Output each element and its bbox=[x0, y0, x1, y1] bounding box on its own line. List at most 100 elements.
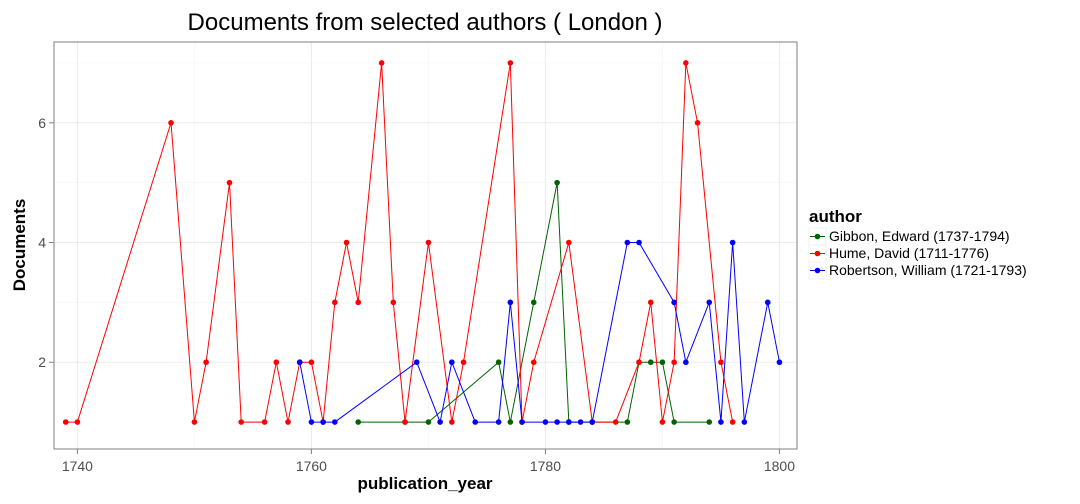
data-point bbox=[449, 359, 455, 366]
data-point bbox=[355, 419, 362, 425]
data-point bbox=[460, 359, 467, 366]
panel-border bbox=[53, 41, 798, 450]
data-point bbox=[729, 239, 736, 246]
series-line bbox=[65, 62, 734, 423]
data-point bbox=[495, 359, 502, 366]
legend-key-point bbox=[814, 233, 821, 240]
data-point bbox=[507, 419, 514, 425]
data-point bbox=[659, 359, 666, 366]
data-point bbox=[671, 359, 677, 366]
data-point bbox=[683, 60, 689, 66]
x-tick-label: 1780 bbox=[530, 458, 561, 474]
data-point bbox=[226, 179, 233, 186]
data-point bbox=[413, 359, 420, 366]
data-point bbox=[285, 419, 291, 425]
data-point bbox=[671, 419, 677, 425]
y-axis-title: Documents bbox=[10, 199, 29, 292]
data-point bbox=[718, 359, 724, 366]
data-point bbox=[624, 239, 631, 246]
panel-background bbox=[54, 42, 797, 449]
legend-item-0: Gibbon, Edward (1737-1794) bbox=[808, 227, 1010, 246]
legend-key-point bbox=[814, 250, 821, 257]
legend-label: Robertson, William (1721-1793) bbox=[829, 262, 1027, 278]
data-point bbox=[378, 60, 385, 66]
data-point bbox=[706, 419, 713, 425]
data-point bbox=[636, 239, 642, 246]
data-point bbox=[449, 419, 455, 425]
data-point bbox=[776, 359, 783, 366]
legend-item-1: Hume, David (1711-1776) bbox=[808, 244, 989, 263]
data-point bbox=[425, 239, 432, 246]
data-point bbox=[764, 299, 771, 306]
x-tick-label: 1800 bbox=[764, 458, 795, 474]
legend-title: author bbox=[809, 207, 862, 226]
series-layer bbox=[62, 60, 783, 425]
data-point bbox=[495, 419, 502, 425]
data-point bbox=[554, 179, 560, 186]
data-point bbox=[566, 239, 572, 246]
data-point bbox=[402, 419, 408, 425]
data-point bbox=[332, 419, 338, 425]
data-point bbox=[659, 419, 666, 425]
data-point bbox=[168, 120, 174, 126]
data-point bbox=[203, 359, 209, 366]
data-point bbox=[355, 299, 362, 306]
x-axis-title: publication_year bbox=[357, 474, 492, 493]
chart-title: Documents from selected authors ( London… bbox=[188, 9, 663, 36]
data-point bbox=[343, 239, 350, 246]
data-point bbox=[308, 419, 315, 425]
data-point bbox=[671, 299, 677, 306]
data-point bbox=[472, 419, 479, 425]
data-point bbox=[624, 419, 631, 425]
data-point bbox=[390, 299, 397, 306]
data-point bbox=[612, 419, 619, 425]
y-tick-label: 4 bbox=[38, 235, 46, 251]
data-point bbox=[647, 299, 654, 306]
data-point bbox=[554, 419, 560, 425]
data-point bbox=[273, 359, 280, 366]
legend-label: Hume, David (1711-1776) bbox=[829, 245, 989, 261]
data-point bbox=[74, 419, 81, 425]
data-point bbox=[741, 419, 748, 425]
data-point bbox=[191, 419, 198, 425]
data-point bbox=[530, 359, 537, 366]
data-point bbox=[62, 419, 69, 425]
legend-key-point bbox=[814, 267, 821, 274]
data-point bbox=[519, 419, 525, 425]
plot-panel bbox=[54, 42, 797, 449]
x-tick-label: 1740 bbox=[62, 458, 93, 474]
y-tick-label: 2 bbox=[38, 354, 46, 370]
axes: 1740 1760 1780 1800 2 4 6 bbox=[38, 41, 798, 474]
data-point bbox=[647, 359, 654, 366]
legend-label: Gibbon, Edward (1737-1794) bbox=[829, 228, 1010, 244]
data-point bbox=[238, 419, 245, 425]
data-point bbox=[437, 419, 443, 425]
data-point bbox=[566, 419, 572, 425]
series-line bbox=[299, 242, 780, 424]
data-point bbox=[507, 299, 514, 306]
data-point bbox=[718, 419, 724, 425]
data-point bbox=[577, 419, 584, 425]
data-point bbox=[683, 359, 689, 366]
data-point bbox=[636, 359, 642, 366]
gridlines bbox=[54, 42, 797, 449]
data-point bbox=[320, 419, 326, 425]
data-point bbox=[706, 299, 713, 306]
data-point bbox=[589, 419, 596, 425]
legend-item-2: Robertson, William (1721-1793) bbox=[808, 261, 1027, 280]
data-point bbox=[296, 359, 303, 366]
data-point bbox=[507, 60, 514, 66]
data-point bbox=[332, 299, 338, 306]
data-point bbox=[694, 120, 701, 126]
y-tick-label: 6 bbox=[38, 115, 46, 131]
x-tick-label: 1760 bbox=[296, 458, 327, 474]
data-point bbox=[425, 419, 432, 425]
series-2 bbox=[296, 239, 783, 425]
data-point bbox=[542, 419, 549, 425]
legend: author Gibbon, Edward (1737-1794)Hume, D… bbox=[808, 207, 1027, 280]
data-point bbox=[729, 419, 736, 425]
data-point bbox=[530, 299, 537, 306]
data-point bbox=[261, 419, 268, 425]
data-point bbox=[308, 359, 315, 366]
